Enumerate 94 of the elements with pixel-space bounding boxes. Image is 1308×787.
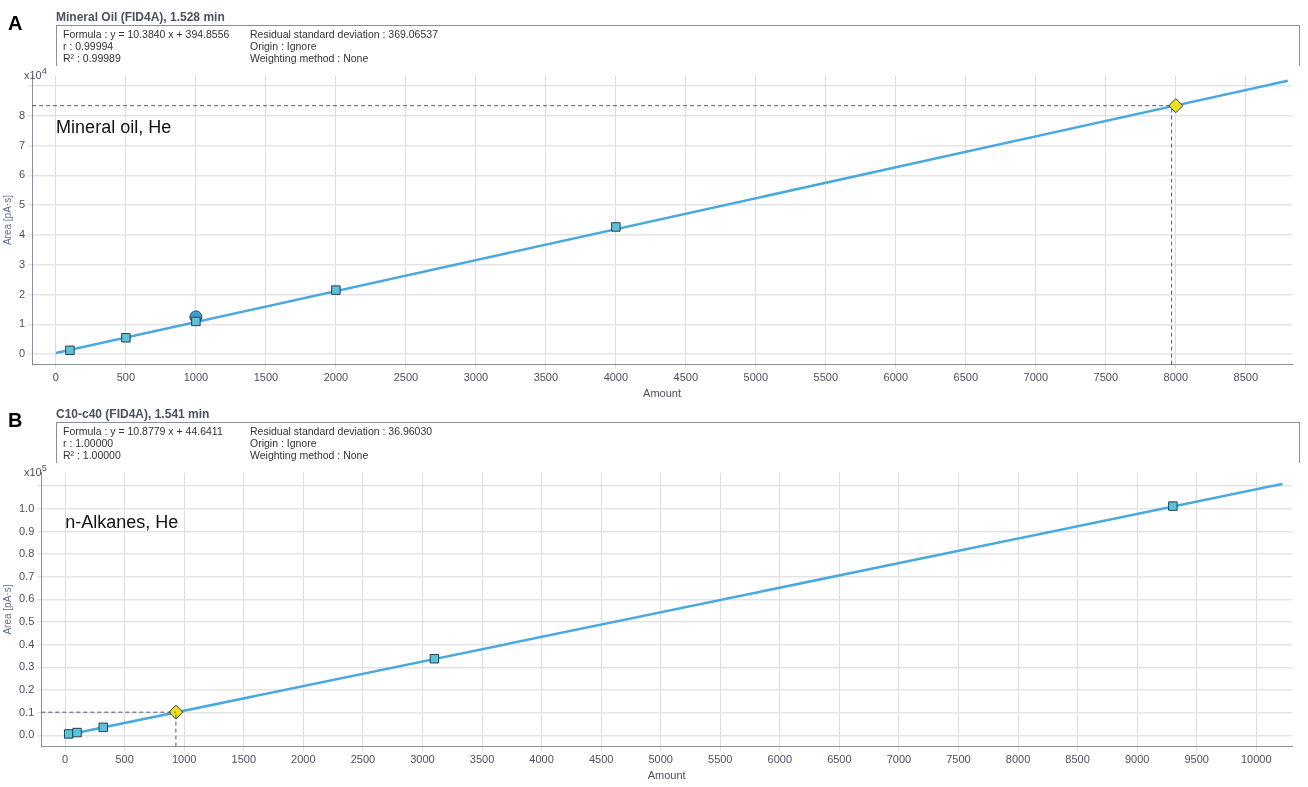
y-tick-label: 1.0 [18,501,35,514]
y-axis-title: Area [pA·s] [1,584,13,635]
x-tick-label: 9500 [1184,753,1209,766]
y-tick-label: 8 [18,108,26,121]
annotation: x10$^{4}$ [24,66,47,81]
point [331,285,341,295]
text: Origin : Ignore [250,40,318,52]
x-tick-label: 500 [116,371,136,384]
point [1168,98,1184,114]
x-tick-label: 7500 [946,753,971,766]
text: Weighting method : None [250,52,370,64]
text: A [8,12,23,35]
x-tick-label: 10000 [1240,753,1272,766]
y-tick-label: 3 [18,257,26,270]
x-tick-label: 7000 [1023,371,1049,384]
y-tick-label: 6 [18,168,26,181]
annotation: Mineral oil, He [56,116,172,137]
text: Residual standard deviation : 36.96030 [250,425,433,437]
text: r : 0.99994 [63,40,115,52]
x-tick-label: 1500 [231,753,257,766]
text: Formula : y = 10.8779 x + 44.6411 [63,425,224,437]
x-tick-label: 2000 [291,753,316,766]
x-tick-label: 0 [52,371,59,384]
y-tick-label: 0.1 [18,705,35,718]
point [65,345,75,356]
y-tick-label: 0.7 [18,569,35,582]
point [1168,501,1178,511]
y-tick-label: 0.5 [18,615,35,628]
x-tick-label: 2500 [350,753,376,766]
point [191,316,201,327]
y-tick-label: 0.0 [18,728,35,741]
x-tick-label: 8000 [1163,371,1189,384]
annotation: x10$^{5}$ [24,463,47,478]
y-tick-label: 0.9 [18,524,35,537]
point [611,222,621,232]
x-tick-label: 3500 [469,753,495,766]
x-tick-label: 7000 [886,753,912,766]
x-tick-label: 5500 [708,753,733,766]
text: Formula : y = 10.3840 x + 394.8556 [63,28,231,40]
y-tick-label: 0 [18,347,26,360]
x-tick-label: 5500 [813,371,839,384]
x-tick-label: 5000 [743,371,769,384]
text: R² : 1.00000 [63,449,122,461]
x-tick-label: 8500 [1065,753,1090,766]
x-tick-label: 1000 [183,371,209,384]
text: Origin : Ignore [250,437,318,449]
chart-title: C10-c40 (FID4A), 1.541 min [56,407,211,422]
x-tick-label: 3000 [410,753,435,766]
text: Residual standard deviation : 369.06537 [250,28,438,40]
x-tick-label: 1000 [171,753,197,766]
y-tick-label: 2 [18,287,26,300]
x-tick-label: 6500 [827,753,852,766]
x-tick-label: 2500 [393,371,419,384]
y-tick-label: 0.4 [18,637,35,650]
text: R² : 0.99989 [63,52,122,64]
text: r : 1.00000 [63,437,115,449]
y-tick-label: 0.8 [18,547,35,560]
x-tick-label: 4000 [529,753,554,766]
x-tick-label: 3500 [533,371,559,384]
x-tick-label: 4500 [673,371,699,384]
point [72,727,82,738]
y-tick-label: 1 [18,317,26,330]
x-tick-label: 2000 [323,371,349,384]
x-tick-label: 1500 [253,371,279,384]
x-tick-label: 4000 [603,371,629,384]
y-tick-label: 0.2 [18,683,35,696]
point [121,333,131,343]
x-tick-label: 0 [62,753,69,766]
x-tick-label: 9000 [1124,753,1150,766]
x-tick-label: 500 [115,753,134,766]
y-tick-label: 0.6 [18,592,35,605]
x-tick-label: 5000 [648,753,673,766]
x-tick-label: 4500 [588,753,614,766]
y-tick-label: 4 [18,228,26,241]
x-axis-title: Amount [647,769,686,782]
annotation: n-Alkanes, He [65,511,179,532]
y-axis-title: Area [pA·s] [1,194,13,246]
y-tick-label: 7 [18,138,26,151]
x-tick-label: 8500 [1233,371,1259,384]
y-tick-label: 0.3 [18,660,35,673]
point [63,729,74,739]
x-tick-label: 6000 [767,753,793,766]
x-tick-label: 6500 [953,371,979,384]
y-tick-label: 5 [18,198,26,211]
x-axis-title: Amount [643,387,682,400]
chart-title: Mineral Oil (FID4A), 1.528 min [56,10,226,25]
text: Weighting method : None [250,449,370,461]
x-tick-label: 3000 [463,371,489,384]
x-tick-label: 6000 [883,371,909,384]
point [429,654,440,664]
x-tick-label: 7500 [1093,371,1119,384]
text: B [8,409,23,432]
point [98,722,108,733]
x-tick-label: 8000 [1005,753,1031,766]
